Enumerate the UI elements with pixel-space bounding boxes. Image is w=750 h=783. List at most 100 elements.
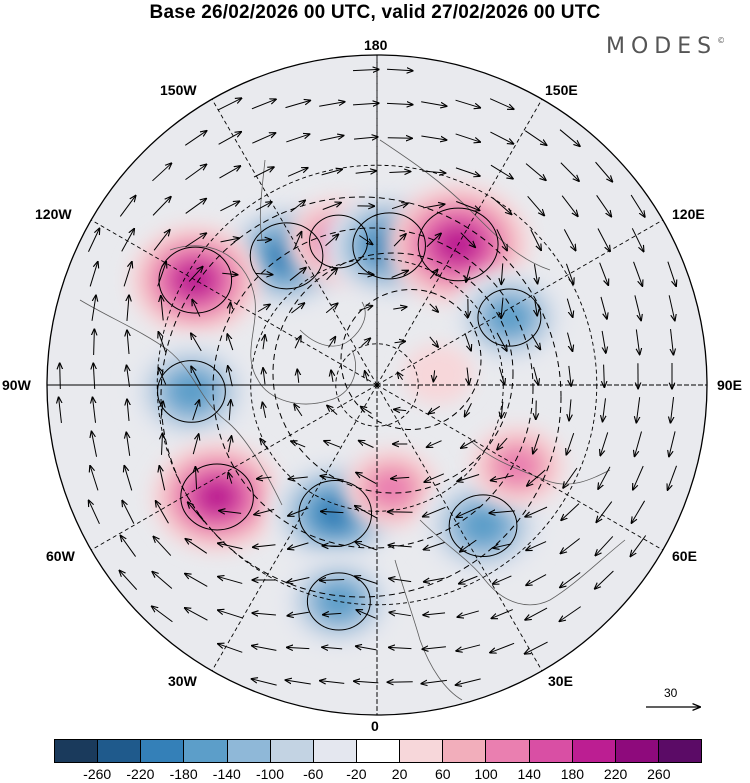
colorbar-swatch — [615, 740, 659, 762]
anomaly-shade — [198, 480, 236, 513]
wind-arrow — [325, 303, 338, 314]
wind-arrow — [492, 197, 511, 215]
wind-arrow — [120, 535, 136, 557]
wind-vectors — [59, 69, 677, 685]
wind-arrow — [525, 506, 548, 517]
wind-arrow — [218, 610, 243, 619]
wind-arrow — [252, 646, 277, 651]
wind-arrow — [489, 98, 514, 110]
wind-arrow — [560, 572, 581, 587]
wind-arrow — [254, 508, 275, 514]
wind-arrow — [287, 612, 309, 616]
wind-arrow — [391, 203, 408, 210]
wind-arrow — [127, 330, 129, 355]
wind-arrow — [356, 646, 377, 650]
wind-arrow — [185, 539, 208, 554]
anomaly-shade — [316, 497, 355, 530]
wind-arrow — [91, 295, 96, 321]
wind-arrow — [260, 439, 269, 450]
wind-arrow — [228, 436, 231, 453]
colorbar-tick-label: -220 — [126, 766, 155, 782]
wind-arrow — [560, 538, 580, 553]
wind-arrow — [565, 263, 573, 284]
wind-arrow — [192, 434, 198, 455]
wind-arrow — [527, 469, 546, 486]
wind-arrow — [429, 269, 437, 279]
wind-arrow — [600, 296, 607, 319]
wind-arrow — [391, 477, 410, 478]
anomaly-shade — [489, 300, 530, 335]
wind-arrow — [253, 167, 274, 178]
wind-arrow — [320, 580, 345, 581]
wind-arrow — [630, 194, 645, 217]
colorbar-swatch — [572, 740, 616, 762]
wind-arrow — [59, 397, 62, 423]
wind-arrow — [525, 163, 546, 181]
wind-arrow — [597, 228, 610, 251]
anomaly-shade — [318, 584, 359, 619]
wind-arrow — [220, 201, 239, 212]
colorbar-tick-label: -60 — [303, 766, 324, 782]
wind-arrow — [670, 397, 673, 423]
wind-arrow — [460, 232, 475, 248]
wind-arrow — [533, 366, 539, 385]
anomaly-center — [402, 344, 474, 405]
wind-arrow — [123, 262, 132, 287]
wind-arrow — [491, 609, 513, 619]
wind-arrow — [152, 606, 173, 623]
reference-vector-label: 30 — [664, 686, 678, 700]
wind-arrow — [497, 437, 508, 450]
lon-label-150e: 150E — [545, 82, 578, 98]
wind-arrow — [524, 641, 548, 654]
wind-arrow — [356, 610, 376, 619]
wind-arrow — [561, 503, 580, 521]
anomaly-shade — [370, 470, 414, 507]
colorbar-tick-label: -260 — [83, 766, 112, 782]
wind-arrow — [457, 610, 479, 617]
wind-arrow — [389, 578, 412, 581]
wind-arrow — [321, 169, 343, 176]
wind-arrow — [428, 405, 441, 413]
wind-arrow — [489, 511, 515, 513]
wind-arrow — [157, 262, 167, 287]
wind-arrow — [94, 329, 95, 356]
wind-arrow — [293, 232, 301, 249]
wind-arrow — [327, 405, 338, 415]
wind-arrow — [389, 612, 411, 615]
wind-arrow — [455, 133, 481, 142]
wind-arrow — [595, 536, 614, 555]
wind-arrow — [456, 506, 481, 518]
wind-arrow — [464, 332, 471, 351]
coastline — [394, 559, 463, 701]
colorbar-swatch — [98, 740, 142, 762]
wind-arrow — [119, 570, 138, 590]
wind-arrow — [323, 613, 342, 614]
wind-arrow — [288, 542, 309, 549]
wind-arrow — [525, 607, 548, 620]
height-contour — [160, 196, 562, 598]
wind-arrow — [386, 103, 413, 104]
wind-arrow — [490, 131, 513, 144]
wind-arrow — [88, 228, 99, 252]
wind-arrow — [153, 230, 170, 251]
wind-arrow — [152, 197, 171, 216]
colorbar-tick-label: 220 — [603, 766, 628, 782]
wind-arrow — [630, 535, 647, 557]
wind-arrow — [257, 477, 272, 479]
wind-arrow — [358, 273, 374, 274]
wind-arrow — [595, 570, 614, 589]
wind-arrow — [423, 613, 446, 615]
wind-arrow — [423, 506, 446, 516]
wind-arrow — [253, 545, 276, 547]
anomaly-shade — [176, 264, 215, 297]
wind-arrow — [185, 164, 206, 181]
wind-arrow — [287, 577, 310, 583]
wind-arrow — [393, 307, 406, 309]
anomaly-shade — [461, 507, 505, 544]
wind-arrow — [352, 69, 379, 70]
wind-arrow — [263, 368, 265, 385]
wind-arrow — [124, 466, 133, 491]
wind-arrow — [599, 262, 609, 286]
lon-label-30w: 30W — [168, 673, 197, 689]
wind-arrow — [595, 161, 613, 182]
